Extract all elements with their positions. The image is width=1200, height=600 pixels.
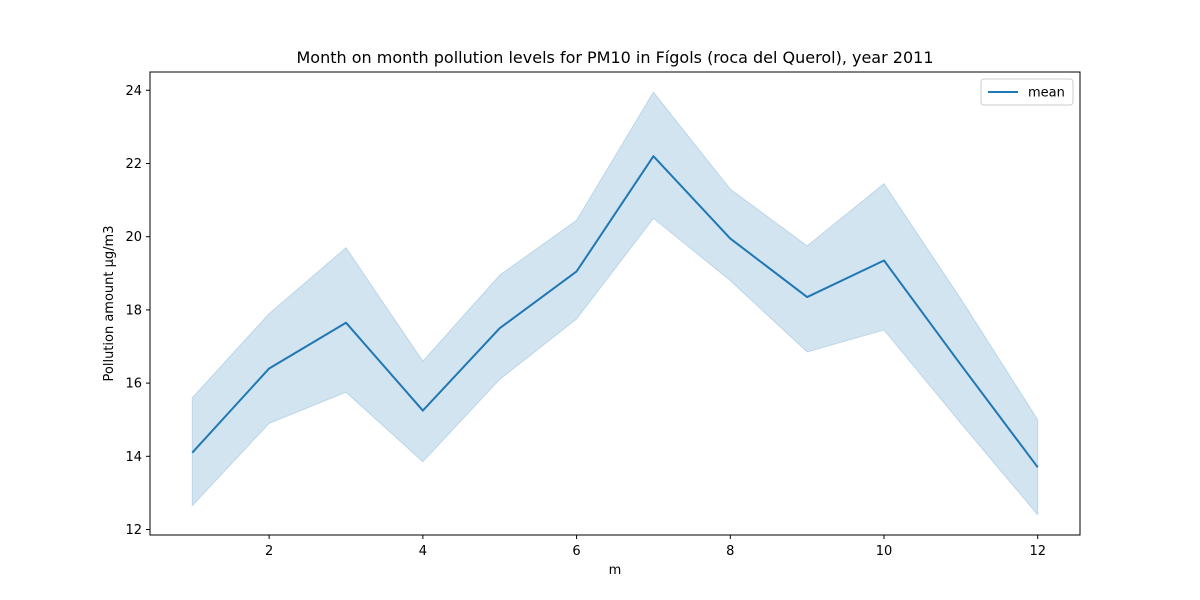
x-tick-label: 6 [572, 544, 580, 559]
x-tick-label: 12 [1029, 544, 1046, 559]
data-point [729, 237, 732, 240]
y-tick-label: 18 [125, 303, 142, 318]
plot-area [191, 91, 1039, 517]
x-tick-label: 4 [419, 544, 427, 559]
data-point [575, 270, 578, 273]
legend: mean [980, 78, 1074, 106]
y-tick-label: 20 [125, 230, 142, 245]
data-point [652, 155, 655, 158]
y-tick-label: 14 [125, 450, 142, 465]
data-point [191, 451, 194, 454]
data-point [959, 363, 962, 366]
data-point [421, 409, 424, 412]
data-point [344, 321, 347, 324]
data-point [268, 367, 271, 370]
axes-frame [149, 71, 1081, 536]
series-line-mean [191, 155, 1039, 468]
x-tick-label: 10 [876, 544, 893, 559]
y-tick-label: 16 [125, 377, 142, 392]
y-axis-label: Pollution amount μg/m3 [102, 226, 117, 382]
x-axis-label: m [609, 563, 622, 578]
y-tick-label: 12 [125, 523, 142, 538]
x-tick-label: 2 [265, 544, 273, 559]
confidence-band [191, 91, 1039, 517]
data-point [498, 327, 501, 330]
data-point [806, 296, 809, 299]
data-point [1036, 466, 1039, 469]
legend-box [980, 78, 1074, 106]
x-tick-label: 8 [726, 544, 734, 559]
chart-title: Month on month pollution levels for PM10… [297, 48, 934, 67]
legend-label: mean [1028, 86, 1065, 101]
y-tick-label: 22 [125, 157, 142, 172]
y-axis: 12 14 16 18 20 22 24 [125, 84, 150, 538]
data-point [883, 259, 886, 262]
x-axis: 2 4 6 8 10 12 [265, 535, 1046, 559]
y-tick-label: 24 [125, 84, 142, 99]
